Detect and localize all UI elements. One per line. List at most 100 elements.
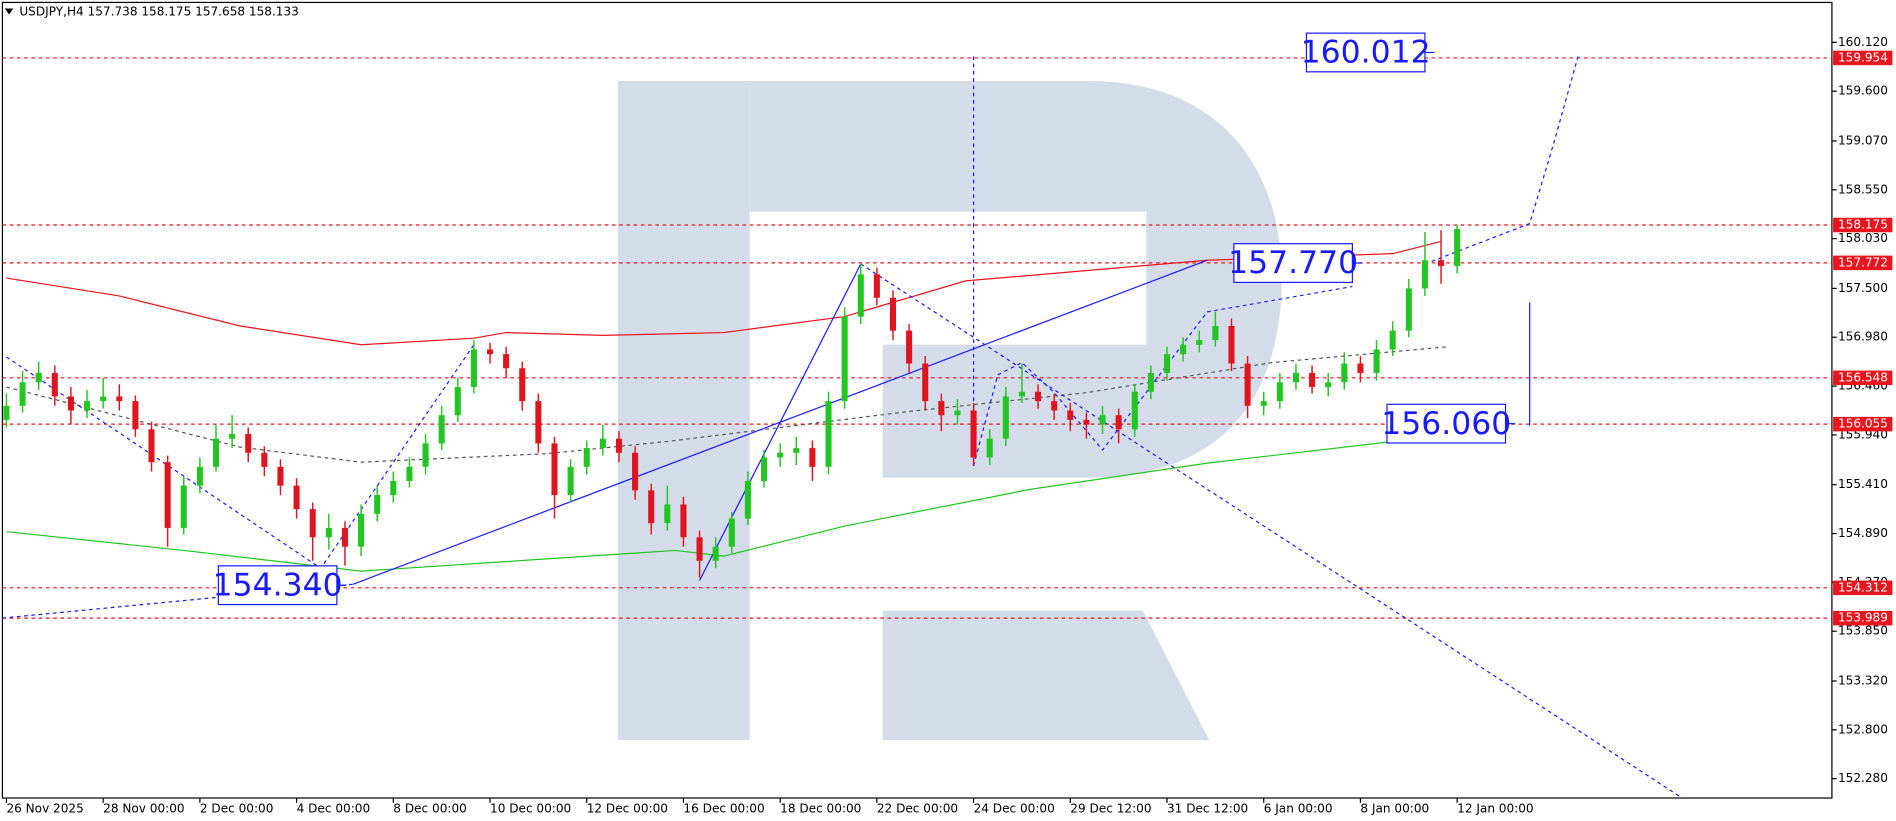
candle-body — [454, 387, 461, 416]
candle-body — [1018, 391, 1025, 397]
y-tick-label: 158.550 — [1838, 182, 1888, 196]
candle-body — [503, 354, 510, 369]
level-tag — [1833, 50, 1893, 66]
candle-body — [1115, 415, 1122, 430]
candle-body — [825, 401, 832, 467]
candle-body — [309, 509, 316, 538]
candle-body — [1180, 344, 1187, 355]
candle-body — [615, 438, 622, 453]
candle-body — [938, 401, 945, 416]
y-tick-label: 159.600 — [1838, 84, 1888, 98]
level-tag — [1833, 217, 1893, 233]
level-tag — [1833, 416, 1893, 432]
candle-body — [970, 410, 977, 458]
candle-body — [873, 274, 880, 298]
candle-body — [67, 396, 74, 411]
annotation-label: 157.770 — [1228, 245, 1358, 281]
y-tick-label: 156.980 — [1838, 330, 1888, 344]
candle-body — [341, 527, 348, 547]
candle-body — [1389, 330, 1396, 350]
x-tick-label: 22 Dec 00:00 — [877, 801, 958, 815]
candle-body — [744, 480, 751, 519]
x-tick-label: 31 Dec 12:00 — [1167, 801, 1248, 815]
candle-body — [1357, 363, 1364, 373]
candle-body — [1454, 228, 1461, 267]
candle-body — [1438, 260, 1445, 267]
y-tick-label: 152.800 — [1838, 722, 1888, 736]
candle-body — [1244, 363, 1251, 406]
candle-body — [1099, 415, 1106, 425]
y-tick-label: 153.320 — [1838, 674, 1888, 688]
candle-body — [761, 457, 768, 481]
y-tick-label: 160.120 — [1838, 35, 1888, 49]
candle-body — [1309, 372, 1316, 388]
x-tick-label: 18 Dec 00:00 — [780, 801, 861, 815]
watermark — [617, 81, 1282, 740]
candle-body — [1083, 419, 1090, 425]
candle-body — [35, 372, 42, 383]
watermark-stem — [617, 81, 750, 740]
candle-body — [664, 504, 671, 524]
annotation-box — [217, 565, 338, 606]
candle-body — [1147, 372, 1154, 392]
candle-body — [599, 438, 606, 449]
candle-body — [406, 466, 413, 481]
candle-body — [19, 382, 26, 406]
overlay-line — [972, 285, 1353, 467]
candle-body — [212, 438, 220, 467]
annotation-box — [1305, 32, 1426, 73]
chart-title: USDJPY,H4 157.738 158.175 157.658 158.13… — [19, 5, 299, 19]
level-tag — [1833, 610, 1893, 626]
candle-body — [164, 462, 171, 528]
x-tick-label: 16 Dec 00:00 — [683, 801, 764, 815]
candle-body — [1276, 382, 1283, 402]
candle-body — [889, 297, 897, 331]
overlay-line — [1424, 56, 1579, 265]
candle-body — [132, 401, 139, 430]
level-tag — [1833, 370, 1893, 386]
candle-body — [1260, 401, 1267, 406]
candle-body — [422, 443, 429, 467]
overlay-line — [6, 346, 1450, 463]
x-tick-label: 26 Nov 2025 — [6, 801, 83, 815]
y-tick-label: 154.890 — [1838, 526, 1888, 540]
level-tag — [1833, 580, 1893, 596]
candle-body — [567, 466, 574, 496]
candle-body — [1067, 410, 1074, 420]
y-tick-label: 158.030 — [1838, 231, 1888, 245]
candle-body — [390, 480, 397, 496]
level-tag-label: 156.548 — [1838, 370, 1888, 384]
menu-triangle[interactable] — [4, 8, 14, 15]
y-tick-label: 153.850 — [1838, 624, 1888, 638]
candle-body — [277, 466, 284, 486]
annotation-box — [1386, 403, 1507, 444]
candle-body — [986, 438, 993, 458]
candle-body — [325, 527, 332, 538]
level-tag — [1833, 255, 1893, 271]
candle-body — [51, 372, 58, 397]
annotation-label: 154.340 — [213, 567, 343, 603]
candle-body — [470, 349, 477, 388]
x-tick-label: 24 Dec 00:00 — [974, 801, 1055, 815]
candle-body — [1163, 354, 1171, 373]
level-tag-label: 158.175 — [1838, 218, 1888, 232]
x-tick-label: 28 Nov 00:00 — [103, 801, 184, 815]
candle-body — [777, 452, 784, 458]
watermark-leg — [882, 610, 1210, 740]
candle-body — [632, 452, 639, 491]
level-tag-label: 156.055 — [1838, 417, 1888, 431]
candle-body — [857, 274, 864, 317]
annotation-label: 156.060 — [1381, 406, 1511, 442]
x-tick-label: 12 Jan 00:00 — [1457, 801, 1533, 815]
level-tag-label: 154.312 — [1838, 580, 1888, 594]
candle-body — [1228, 325, 1235, 364]
candle-body — [906, 330, 913, 364]
annotation-box — [1233, 243, 1353, 284]
candle-body — [1002, 396, 1009, 439]
candle-body — [100, 396, 107, 402]
candle-body — [551, 443, 558, 496]
overlay-line — [699, 263, 862, 581]
candle-body — [358, 513, 365, 547]
candle-body — [648, 490, 655, 524]
